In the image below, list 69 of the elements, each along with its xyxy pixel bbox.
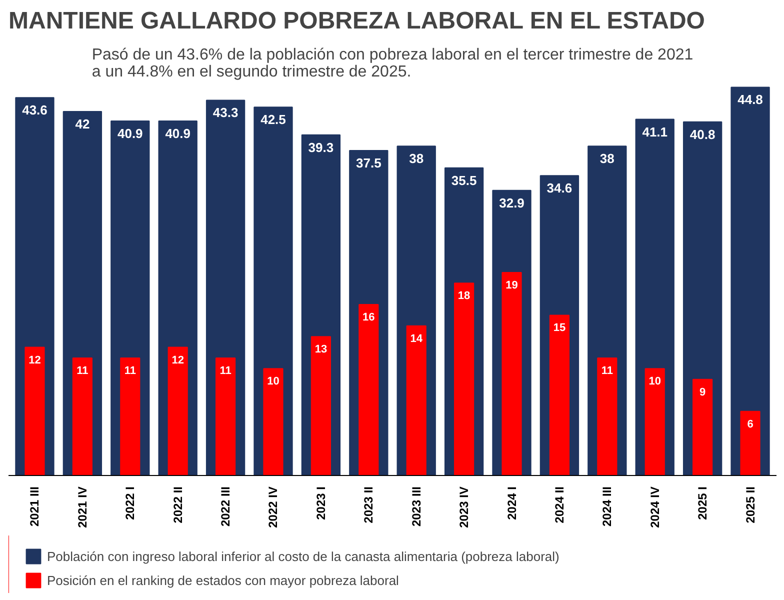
x-tick-label: 2023 I (314, 486, 328, 520)
chart-title: MANTIENE GALLARDO POBREZA LABORAL EN EL ESTADO (8, 8, 705, 34)
bar (358, 304, 379, 476)
data-label: 32.9 (499, 195, 524, 210)
data-label: 34.6 (546, 180, 572, 196)
data-label: 41.1 (642, 124, 668, 140)
x-tick-label: 2022 I (123, 486, 138, 520)
data-label: 6 (747, 418, 754, 430)
bar (72, 357, 92, 476)
x-tick-label: 2024 III (600, 486, 614, 527)
data-label: 44.8 (738, 92, 763, 108)
bar (310, 336, 331, 476)
bar (454, 282, 474, 476)
legend-label: Posición en el ranking de estados con mayor pobreza laboral (47, 572, 399, 588)
data-label: 10 (267, 376, 280, 388)
data-label: 37.5 (356, 156, 382, 170)
data-label: 14 (410, 332, 424, 345)
data-label: 11 (220, 364, 232, 377)
data-label: 40.8 (690, 126, 716, 142)
data-label: 16 (362, 312, 375, 324)
data-label: 40.9 (117, 126, 143, 142)
data-label: 10 (648, 376, 661, 388)
bar (24, 346, 45, 476)
bar (216, 357, 236, 476)
data-label: 11 (124, 364, 136, 377)
chart-subtitle: Pasó de un 43.6% de la población con pobreza laboral en el tercer trimestre de 2021 a un 44.8% en el segundo trimestre de 2025. (92, 46, 694, 80)
data-label: 12 (172, 354, 184, 366)
data-label: 18 (458, 290, 470, 302)
bar (740, 410, 760, 476)
x-tick-label: 2021 IV (75, 486, 90, 528)
data-label: 38 (409, 151, 424, 166)
bar (406, 325, 426, 476)
bar (168, 346, 188, 476)
bar (597, 357, 618, 476)
data-label: 13 (314, 344, 328, 356)
bar (549, 314, 570, 476)
data-label: 15 (553, 322, 566, 334)
data-label: 38 (600, 151, 614, 166)
bar (502, 272, 522, 476)
legend-label: Población con ingreso laboral inferior al costo de la canasta alimentaria (pobreza laboral) (47, 548, 560, 564)
data-label: 11 (76, 364, 88, 377)
x-tick-label: 2022 III (218, 486, 233, 527)
bar (730, 86, 770, 476)
data-label: 42.5 (260, 112, 286, 128)
data-label: 39.3 (308, 140, 334, 155)
data-label: 43.6 (22, 102, 48, 118)
data-label: 43.3 (212, 105, 238, 120)
bar (120, 357, 140, 476)
bar (644, 368, 665, 476)
data-label: 35.5 (451, 172, 477, 188)
data-label: 42 (75, 116, 90, 132)
x-tick-label: 2024 I (504, 486, 519, 520)
data-label: 9 (700, 386, 706, 398)
x-tick-label: 2023 II (362, 486, 376, 524)
bar (692, 378, 713, 476)
x-tick-label: 2021 III (28, 486, 42, 527)
x-tick-label: 2023 IV (457, 486, 472, 528)
bar (263, 368, 284, 476)
x-tick-label: 2024 IV (648, 486, 662, 528)
x-tick-label: 2024 II (552, 486, 566, 524)
x-tick-label: 2022 II (170, 486, 185, 524)
x-tick-label: 2025 I (696, 486, 710, 520)
data-label: 40.9 (165, 126, 191, 142)
x-tick-label: 2022 IV (266, 486, 280, 528)
x-tick-label: 2023 III (409, 486, 424, 527)
x-tick-label: 2025 II (743, 486, 758, 524)
data-label: 11 (601, 364, 613, 377)
data-label: 19 (506, 279, 518, 292)
data-label: 12 (28, 354, 41, 366)
